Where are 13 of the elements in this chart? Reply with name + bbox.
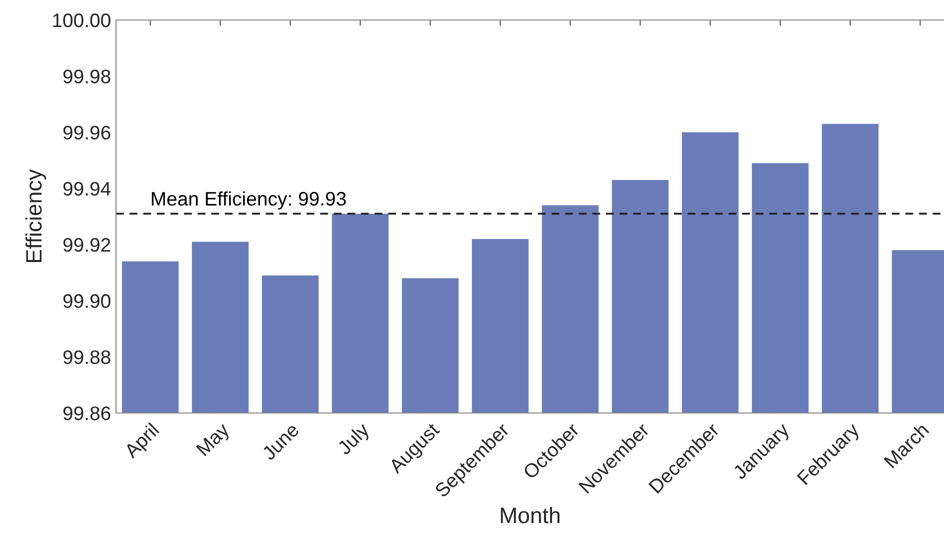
ref-line-label: Mean Efficiency: 99.93 [152, 191, 346, 210]
x-tick-label: May [196, 422, 234, 459]
x-axis-title: Month [500, 506, 560, 524]
y-tick-label: 100.00 [53, 13, 110, 28]
y-axis-title: Efficiency [25, 169, 46, 262]
y-tick-label: 99.92 [63, 238, 110, 252]
x-tick-label: July [336, 421, 374, 458]
y-tick-label: 99.90 [63, 294, 110, 308]
y-tick-label: 99.86 [63, 406, 110, 420]
y-tick-label: 99.96 [63, 126, 110, 140]
y-tick-label: 99.88 [63, 350, 110, 364]
y-tick-label: 99.94 [63, 182, 111, 196]
y-tick-label: 99.98 [63, 70, 110, 84]
